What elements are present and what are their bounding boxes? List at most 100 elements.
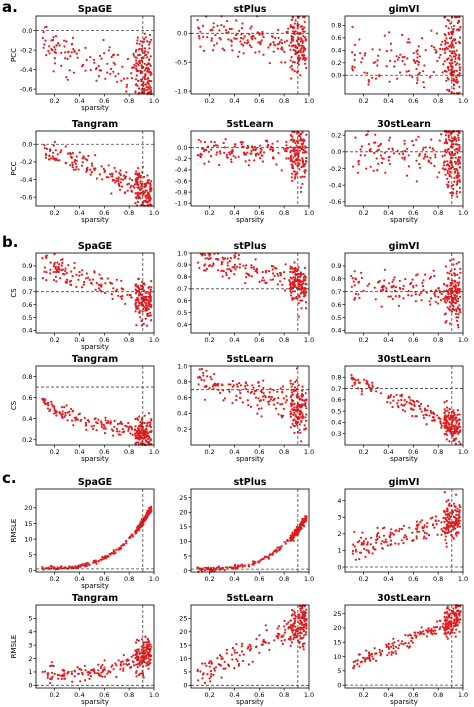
- data-point: [454, 431, 457, 434]
- data-point: [134, 202, 137, 205]
- data-point: [284, 401, 287, 404]
- data-point: [440, 43, 443, 46]
- data-point: [454, 301, 457, 305]
- data-point: [388, 136, 392, 139]
- data-point: [51, 155, 54, 158]
- data-point: [105, 421, 108, 425]
- data-point: [456, 195, 459, 198]
- data-point: [305, 516, 308, 519]
- data-point: [208, 661, 211, 665]
- data-point: [449, 161, 452, 164]
- y-tick-label: 0.0: [22, 141, 32, 149]
- data-point: [273, 274, 276, 278]
- data-point: [141, 280, 144, 284]
- data-point: [212, 262, 215, 265]
- data-point: [138, 288, 141, 291]
- data-point: [368, 551, 371, 554]
- data-point: [143, 661, 146, 664]
- data-point: [423, 64, 426, 67]
- data-point: [143, 62, 146, 65]
- data-point: [225, 29, 228, 32]
- data-point: [139, 435, 142, 438]
- data-point: [390, 285, 393, 289]
- data-point: [138, 91, 141, 94]
- data-point: [142, 322, 145, 325]
- y-tick-label: 15: [179, 641, 187, 649]
- data-point: [262, 395, 265, 398]
- data-point: [260, 279, 263, 282]
- data-point: [358, 539, 361, 543]
- data-point: [449, 521, 452, 524]
- data-point: [67, 264, 70, 267]
- data-point: [393, 276, 396, 279]
- data-point: [70, 51, 73, 54]
- data-point: [150, 203, 153, 207]
- data-point: [452, 31, 455, 34]
- data-point: [293, 290, 297, 293]
- data-point: [84, 679, 87, 682]
- data-point: [240, 650, 244, 653]
- data-point: [451, 521, 454, 524]
- data-point: [449, 511, 452, 514]
- x-tick-label: 1.0: [149, 691, 159, 699]
- data-point: [373, 647, 376, 650]
- data-point: [401, 33, 404, 37]
- data-point: [147, 286, 150, 289]
- data-point: [446, 169, 449, 172]
- data-point: [137, 425, 140, 428]
- data-point: [269, 42, 272, 45]
- data-point: [64, 267, 67, 270]
- data-point: [262, 638, 265, 641]
- data-points: [43, 140, 153, 207]
- data-point: [293, 636, 296, 639]
- data-point: [292, 156, 295, 159]
- data-point: [80, 418, 83, 421]
- y-axis-label: CS: [10, 288, 18, 298]
- data-point: [434, 48, 437, 51]
- panel-title: SpaGE: [78, 4, 112, 15]
- data-point: [453, 505, 456, 508]
- data-point: [85, 168, 88, 171]
- data-point: [457, 283, 460, 286]
- data-point: [406, 645, 409, 648]
- data-point: [118, 547, 121, 550]
- data-point: [138, 660, 141, 664]
- data-point: [351, 277, 354, 280]
- data-point: [431, 416, 434, 419]
- data-point: [283, 619, 286, 623]
- data-point: [454, 298, 457, 301]
- data-point: [397, 56, 400, 59]
- data-point: [383, 279, 386, 282]
- data-point: [216, 384, 219, 387]
- data-point: [446, 406, 449, 409]
- data-point: [119, 181, 122, 184]
- data-point: [454, 170, 457, 173]
- data-point: [242, 659, 245, 663]
- panel-title: Tangram: [72, 354, 118, 365]
- data-point: [135, 74, 138, 77]
- data-point: [203, 569, 207, 572]
- y-tick-label: 1: [28, 668, 32, 676]
- y-tick-label: 0.4: [177, 410, 187, 418]
- data-point: [109, 422, 112, 425]
- data-point: [233, 263, 236, 266]
- data-point: [283, 625, 286, 628]
- data-point: [304, 518, 307, 522]
- data-point: [53, 253, 56, 256]
- data-point: [206, 36, 209, 39]
- data-point: [149, 86, 152, 89]
- data-point: [257, 153, 260, 156]
- data-point: [143, 519, 146, 522]
- data-point: [144, 649, 147, 652]
- data-point: [446, 409, 449, 412]
- data-point: [385, 540, 388, 543]
- data-point: [444, 535, 447, 538]
- data-point: [104, 427, 107, 430]
- y-tick-label: 0: [28, 567, 32, 575]
- data-point: [425, 537, 428, 540]
- data-point: [203, 379, 206, 382]
- data-point: [132, 661, 135, 664]
- data-point: [377, 145, 380, 148]
- x-tick-label: 0.2: [204, 209, 214, 217]
